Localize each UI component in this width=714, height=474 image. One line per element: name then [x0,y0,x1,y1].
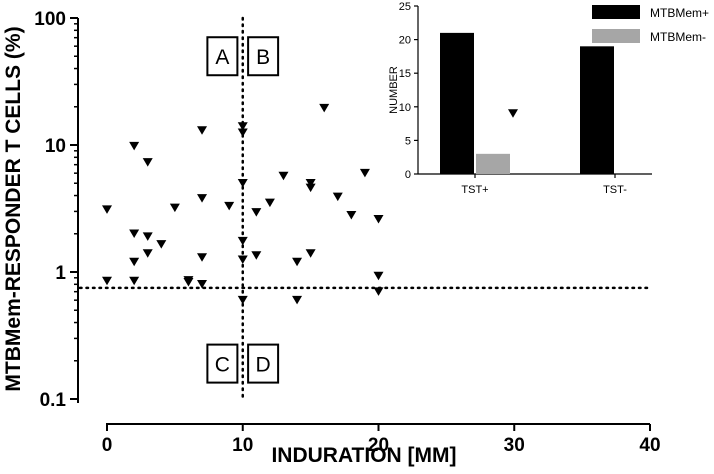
scatter-point [142,158,153,167]
legend-swatch [592,29,640,43]
scatter-point [142,249,153,258]
scatter-point [237,128,248,137]
scatter-point [359,168,370,178]
scatter-point [373,215,384,224]
scatter-point [292,295,303,305]
scatter-point [305,183,316,193]
y-tick-label: 1 [55,263,66,284]
quadrant-text: A [215,46,229,69]
scatter-point [197,253,208,262]
inset-y-tick-label: 25 [399,1,411,13]
inset-extra-markers [508,109,518,118]
main-x-ticks: 0 10 20 30 40 [102,424,661,456]
scatter-point [319,103,330,113]
quadrant-box [206,343,239,384]
inset-y-axis-title: NUMBER [388,66,400,114]
scatter-point [102,205,112,214]
x-tick-label: 30 [504,435,525,456]
scatter-point [224,201,235,211]
scatter-point [183,278,194,287]
inset-y-ticks: 0 5 10 15 20 25 [399,1,418,181]
y-tick-label: 100 [34,9,66,30]
scatter-point [237,236,248,246]
scatter-point [237,295,248,305]
inset-bar-mtbmemplus [580,46,614,174]
quadrant-label-c: C [206,343,239,384]
scatter-point [305,249,316,258]
scatter-points [102,103,384,305]
legend-label: MTBMem+ [650,6,709,20]
quadrant-box [247,343,280,384]
y-axis-title: MTBMem-RESPONDER T CELLS (%) [2,26,25,391]
inset-x-tick-label: TST+ [461,184,488,196]
scatter-point [237,255,248,264]
quadrant-labels: A B C D [206,36,280,384]
inset-bar-mtbmemplus [440,32,474,174]
scatter-point [278,171,289,181]
main-axes [77,18,650,425]
scatter-point [373,271,384,281]
quadrant-text: C [215,354,230,377]
x-axis-title: INDURATION [MM] [271,444,456,467]
scatter-point [332,192,343,202]
inset-y-tick-label: 10 [399,102,411,114]
x-tick-label: 40 [639,435,660,456]
scatter-point [102,276,112,286]
inset-y-tick-label: 5 [405,135,411,147]
scatter-point [264,198,275,208]
inset-y-tick-label: 20 [399,35,411,47]
scatter-point [129,257,140,267]
y-tick-label: 10 [45,136,66,157]
inset-y-tick-label: 15 [399,68,411,80]
quadrant-box [206,36,239,77]
x-tick-label: 10 [232,435,253,456]
scatter-point [292,257,303,267]
scatter-point [251,208,262,217]
x-tick-label: 0 [102,435,113,456]
scatter-point [237,178,248,188]
scatter-point [305,178,316,188]
inset-legend: MTBMem+ MTBMem- [592,5,709,44]
quadrant-label-b: B [247,36,280,77]
inset-y-tick-label: 0 [405,169,411,181]
inset-x-ticks: TST+ TST- [461,174,627,196]
scatter-point [142,232,153,241]
scatter-point [237,122,248,131]
scatter-point [251,251,262,260]
quadrant-text: B [256,46,270,69]
x-tick-label: 20 [368,435,389,456]
quadrant-box [247,36,280,77]
scatter-point [197,280,208,289]
legend-swatch [592,5,640,19]
threshold-lines [78,16,652,402]
scatter-point [129,141,140,151]
scatter-point [156,240,167,249]
y-tick-label: 0.1 [40,390,67,411]
scatter-point [129,229,140,239]
quadrant-label-d: D [247,343,280,384]
scatter-point [169,203,180,213]
main-y-ticks: 0.1 1 10 100 [34,9,78,411]
scatter-point [373,287,384,296]
quadrant-label-a: A [206,36,239,77]
legend-label: MTBMem- [650,30,706,44]
scatter-point [129,276,140,286]
inset-x-tick-label: TST- [603,184,627,196]
quadrant-text: D [256,354,271,377]
scatter-point [197,126,208,135]
scatter-point [346,210,357,220]
inset-bars [440,32,614,174]
scatter-point [197,194,208,203]
inset-bar-mtbmemminus [476,153,510,174]
inset-marker [508,109,518,118]
